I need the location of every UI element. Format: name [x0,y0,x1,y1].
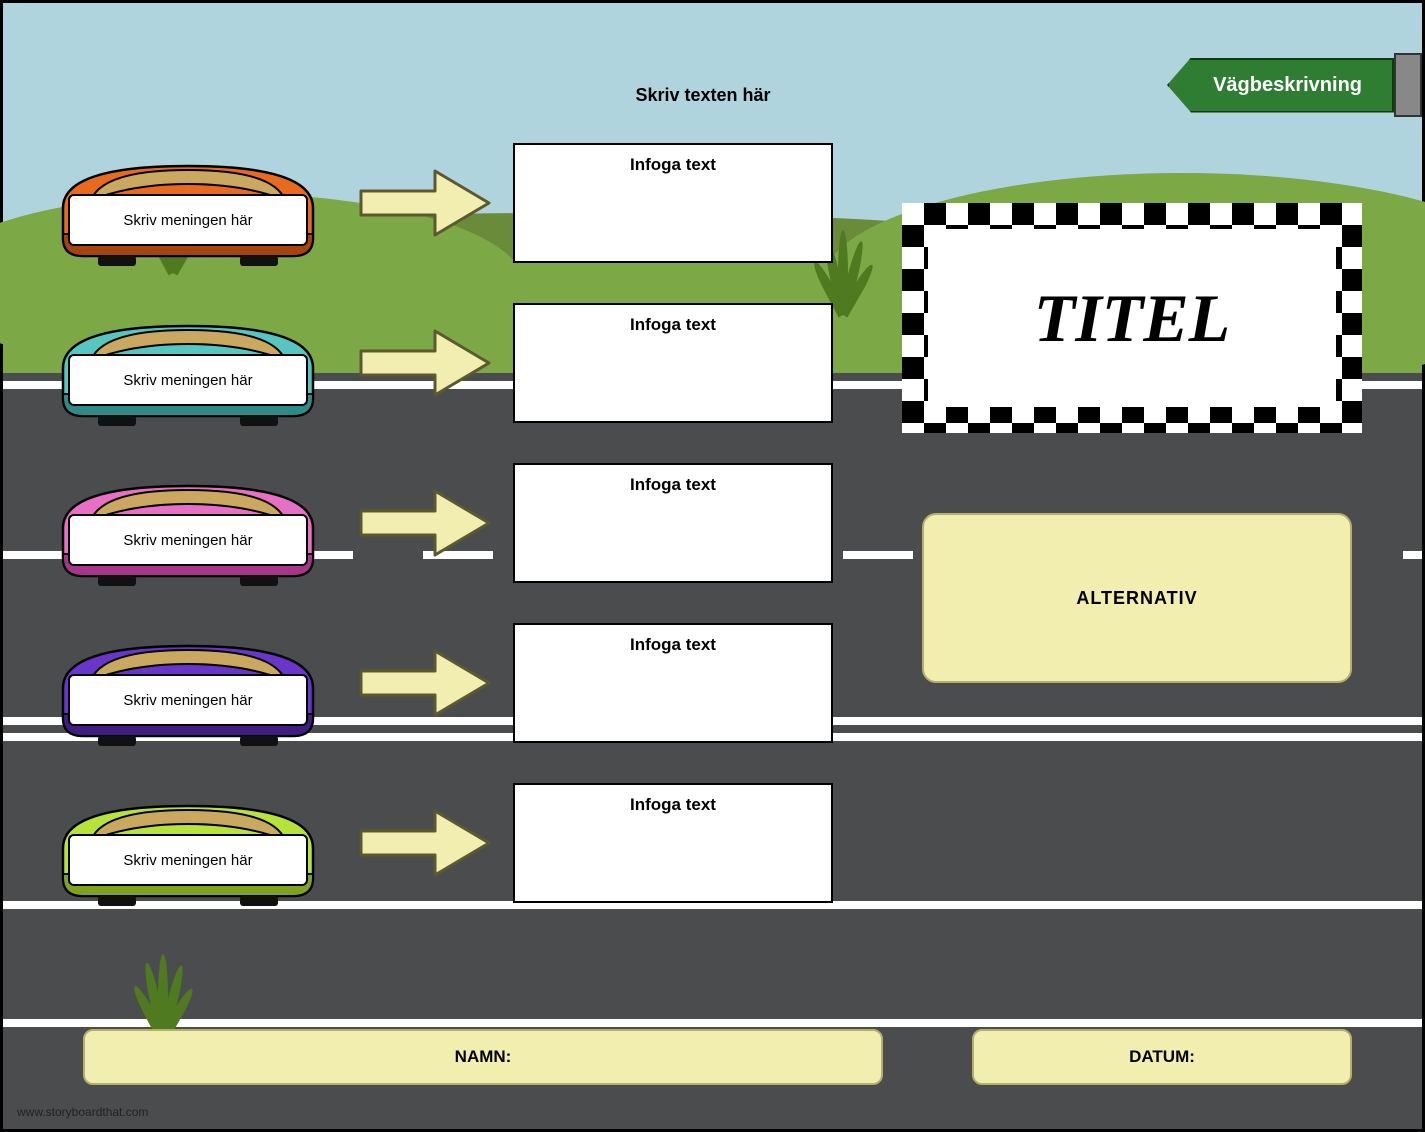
directions-sign-label: Vägbeskrivning [1167,58,1394,113]
car-icon: Skriv meningen här [43,138,333,268]
sentence-input[interactable]: Skriv meningen här [68,514,308,566]
worksheet-row: Skriv meningen här Infoga text [43,283,833,443]
worksheet-row: Skriv meningen här Infoga text [43,123,833,283]
car-icon: Skriv meningen här [43,458,333,588]
worksheet-row: Skriv meningen här Infoga text [43,443,833,603]
sentence-input[interactable]: Skriv meningen här [68,674,308,726]
lane-line [3,1019,1422,1027]
header-instruction: Skriv texten här [543,85,863,106]
alternatives-box[interactable]: ALTERNATIV [922,513,1352,683]
credit-url: www.storyboardthat.com [17,1105,148,1119]
brand-word-a: Storyboard [1231,1097,1348,1123]
arrow-icon [355,803,495,883]
speech-bubble-icon [1199,1097,1225,1123]
arrow-icon [355,643,495,723]
title-box[interactable]: TITEL [902,203,1362,433]
worksheet-row: Skriv meningen här Infoga text [43,603,833,763]
car-icon: Skriv meningen här [43,778,333,908]
text-input[interactable]: Infoga text [513,303,833,423]
sentence-input[interactable]: Skriv meningen här [68,834,308,886]
car-icon: Skriv meningen här [43,298,333,428]
directions-sign: Vägbeskrivning [1167,53,1422,117]
text-input[interactable]: Infoga text [513,783,833,903]
car-icon: Skriv meningen här [43,618,333,748]
text-input[interactable]: Infoga text [513,463,833,583]
worksheet-row: Skriv meningen här Infoga text [43,763,833,923]
date-field[interactable]: DATUM: [972,1029,1352,1085]
text-input[interactable]: Infoga text [513,623,833,743]
name-field[interactable]: NAMN: [83,1029,883,1085]
arrow-icon [355,323,495,403]
sentence-input[interactable]: Skriv meningen här [68,194,308,246]
credit-brand: StoryboardThat [1199,1097,1398,1123]
sign-post [1394,53,1422,117]
worksheet-scene: Skriv texten här Vägbeskrivning Skriv me… [3,3,1422,1129]
brand-word-b: That [1354,1097,1398,1123]
arrow-icon [355,483,495,563]
title-text: TITEL [928,229,1336,407]
text-input[interactable]: Infoga text [513,143,833,263]
arrow-icon [355,163,495,243]
sentence-input[interactable]: Skriv meningen här [68,354,308,406]
